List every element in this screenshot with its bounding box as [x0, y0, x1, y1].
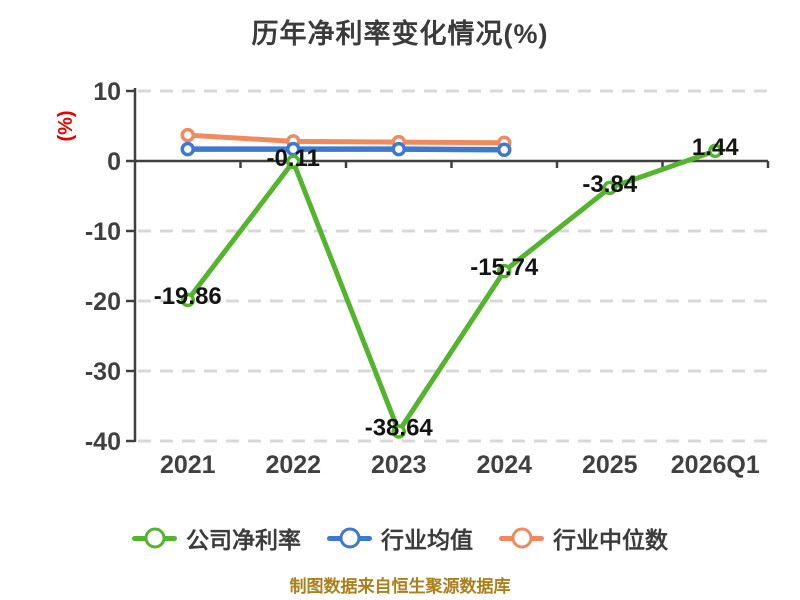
x-axis-label: 2022 — [265, 451, 321, 479]
data-point-marker — [391, 424, 406, 439]
legend-industry-median-line-marker-icon — [499, 526, 544, 550]
value-label: -15.74 — [470, 254, 539, 281]
x-axis-label: 2021 — [160, 451, 216, 479]
data-point-marker — [497, 142, 512, 158]
legend-item-industry-median: 行业中位数 — [499, 521, 668, 555]
legend: 公司净利率 行业均值 行业中位数 — [0, 521, 800, 555]
y-axis-tick-label: -30 — [85, 358, 121, 386]
x-axis-label: 2024 — [476, 451, 532, 479]
value-label: -19.86 — [154, 283, 222, 310]
y-axis-unit-label: (%) — [55, 110, 77, 141]
data-point-marker — [497, 263, 512, 279]
series-line-2 — [185, 132, 507, 146]
y-axis-tick-label: -40 — [85, 428, 121, 456]
y-axis-tick-label: -10 — [85, 218, 121, 246]
value-label: -38.64 — [365, 414, 434, 441]
series-line-0 — [185, 148, 718, 434]
value-label: -0.11 — [267, 145, 320, 172]
legend-company-line-marker-icon — [132, 526, 177, 550]
data-point-marker — [286, 154, 301, 170]
legend-label-company: 公司净利率 — [186, 527, 301, 553]
data-point-marker — [180, 141, 195, 157]
x-axis-label: 2023 — [371, 451, 427, 479]
y-axis-tick-label: -20 — [85, 288, 121, 316]
x-axis-label: 2026Q1 — [671, 451, 760, 479]
data-point-marker — [180, 127, 195, 143]
chart-title: 历年净利率变化情况(%) — [251, 19, 549, 49]
value-label: -3.84 — [582, 171, 637, 198]
data-point-marker — [602, 180, 617, 196]
legend-industry-average-line-marker-icon — [327, 526, 372, 550]
x-axis-label: 2025 — [582, 451, 638, 479]
series-line-1 — [185, 146, 507, 153]
y-axis-tick-label: 10 — [93, 78, 121, 106]
data-point-marker — [391, 141, 406, 157]
y-axis-tick-label: 0 — [107, 148, 121, 176]
legend-label-industry-median: 行业中位数 — [553, 527, 668, 553]
data-point-marker — [180, 292, 195, 308]
legend-item-industry-average: 行业均值 — [327, 521, 473, 555]
value-label: 1.44 — [692, 134, 739, 161]
footer-data-source: 制图数据来自恒生聚源数据库 — [289, 577, 511, 596]
legend-item-company: 公司净利率 — [132, 521, 301, 555]
data-point-marker — [708, 143, 723, 159]
legend-label-industry-average: 行业均值 — [381, 527, 473, 553]
